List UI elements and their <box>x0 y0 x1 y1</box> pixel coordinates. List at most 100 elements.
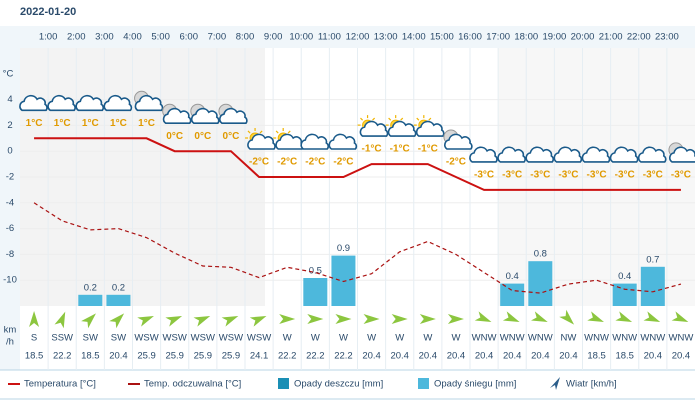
icon-cloud <box>75 94 105 112</box>
wind-arrow <box>193 315 211 327</box>
wind-direction: NW <box>561 333 577 344</box>
legend-swatch <box>278 378 289 389</box>
weather-icon <box>47 94 76 112</box>
temp-label: -2°C <box>249 157 269 168</box>
y-tick-label: -4 <box>6 197 14 208</box>
wind-speed: 20.4 <box>419 351 438 362</box>
icon-cloud <box>103 94 133 112</box>
wind-direction: WNW <box>584 333 609 344</box>
x-tick-label: 17:00 <box>486 32 510 43</box>
wind-arrow <box>307 314 324 325</box>
precip-label: 0.8 <box>534 249 547 260</box>
wind-arrow <box>391 314 408 325</box>
wind-direction: WNW <box>640 333 665 344</box>
icon-cloud <box>581 146 611 163</box>
icon-cloud <box>19 94 48 112</box>
wind-arrow <box>419 314 436 325</box>
x-tick-label: 5:00 <box>151 32 170 43</box>
x-tick-label: 11:00 <box>318 32 341 43</box>
wind-direction: WSW <box>247 333 271 344</box>
temp-label: -2°C <box>277 157 297 168</box>
legend-label: Temp. odczuwalna [°C] <box>144 379 241 390</box>
legend-swatch <box>418 378 429 389</box>
temp-label: 0°C <box>166 131 183 142</box>
weather-icon <box>525 146 555 163</box>
wind-speed: 18.5 <box>25 351 44 362</box>
icon-cloud <box>300 133 330 150</box>
weather-icon <box>103 94 133 112</box>
wind-arrow <box>221 315 239 327</box>
temp-label: -1°C <box>362 144 382 155</box>
legend-label: Wiatr [km/h] <box>566 379 617 390</box>
wind-direction: SSW <box>51 333 73 344</box>
icon-ray <box>416 117 420 121</box>
wind-direction: W <box>283 333 292 344</box>
wind-speed: 25.9 <box>222 351 241 362</box>
icon-ray <box>275 130 279 134</box>
wind-direction: SW <box>111 333 126 344</box>
icon-cloud <box>525 146 555 163</box>
weather-icon <box>469 146 498 163</box>
wind-unit: /h <box>6 337 14 348</box>
wind-arrow <box>54 311 66 329</box>
precip-bar <box>331 255 356 306</box>
x-tick-label: 22:00 <box>627 32 651 43</box>
precip-bar <box>303 278 328 306</box>
x-tick-label: 2:00 <box>67 32 86 43</box>
icon-cloud <box>328 133 358 150</box>
icon-cloud <box>553 146 583 163</box>
wind-direction: WSW <box>163 333 187 344</box>
icon-ray <box>400 117 404 121</box>
temp-label: 1°C <box>138 118 155 129</box>
wind-direction: W <box>451 333 460 344</box>
y-tick-label: -8 <box>6 249 14 260</box>
temp-label: 1°C <box>26 118 43 129</box>
icon-ray <box>360 117 364 121</box>
icon-cloud <box>162 107 192 124</box>
weather-icon <box>190 103 220 124</box>
wind-arrow <box>615 311 633 323</box>
y-tick-label: 2 <box>7 120 12 131</box>
legend-label: Temperatura [°C] <box>24 379 96 390</box>
wind-direction: W <box>311 333 320 344</box>
wind-speed: 18.5 <box>81 351 100 362</box>
y-tick-label: -10 <box>3 275 17 286</box>
wind-unit: km <box>4 325 17 336</box>
wind-direction: SW <box>83 333 98 344</box>
x-tick-label: 4:00 <box>123 32 142 43</box>
weather-icon <box>328 133 358 150</box>
temp-label: -2°C <box>305 157 325 168</box>
icon-ray <box>247 130 251 134</box>
weather-icon <box>134 90 164 112</box>
wind-direction: WNW <box>528 333 553 344</box>
wind-direction: WNW <box>612 333 637 344</box>
icon-ray <box>388 117 392 121</box>
wind-arrow <box>531 311 548 323</box>
wind-speed: 18.5 <box>587 351 606 362</box>
precip-label: 0.9 <box>337 243 350 254</box>
wind-direction: WNW <box>500 333 525 344</box>
precip-label: 0.2 <box>84 282 97 293</box>
weather-icon <box>218 103 248 124</box>
precip-bar <box>528 261 553 306</box>
wind-speed: 25.9 <box>137 351 156 362</box>
icon-ray <box>372 117 376 121</box>
wind-speed: 20.4 <box>531 351 550 362</box>
weather-icon <box>553 146 583 163</box>
feels-like-line <box>33 202 682 294</box>
weather-icon <box>637 146 667 163</box>
legend-label: Opady deszczu [mm] <box>294 379 383 390</box>
wind-arrow <box>109 313 125 329</box>
y-unit: °C <box>3 69 14 80</box>
y-tick-label: -6 <box>6 223 14 234</box>
temp-label: -3°C <box>615 170 635 181</box>
icon-cloud <box>387 120 417 137</box>
weather-icon <box>273 128 304 150</box>
weather-icon <box>19 94 48 112</box>
icon-cloud <box>190 107 220 124</box>
weather-icon <box>609 146 639 163</box>
wind-arrow <box>363 314 380 325</box>
icon-cloud <box>415 120 445 137</box>
precip-bar <box>78 294 103 306</box>
weather-icon <box>162 103 192 124</box>
